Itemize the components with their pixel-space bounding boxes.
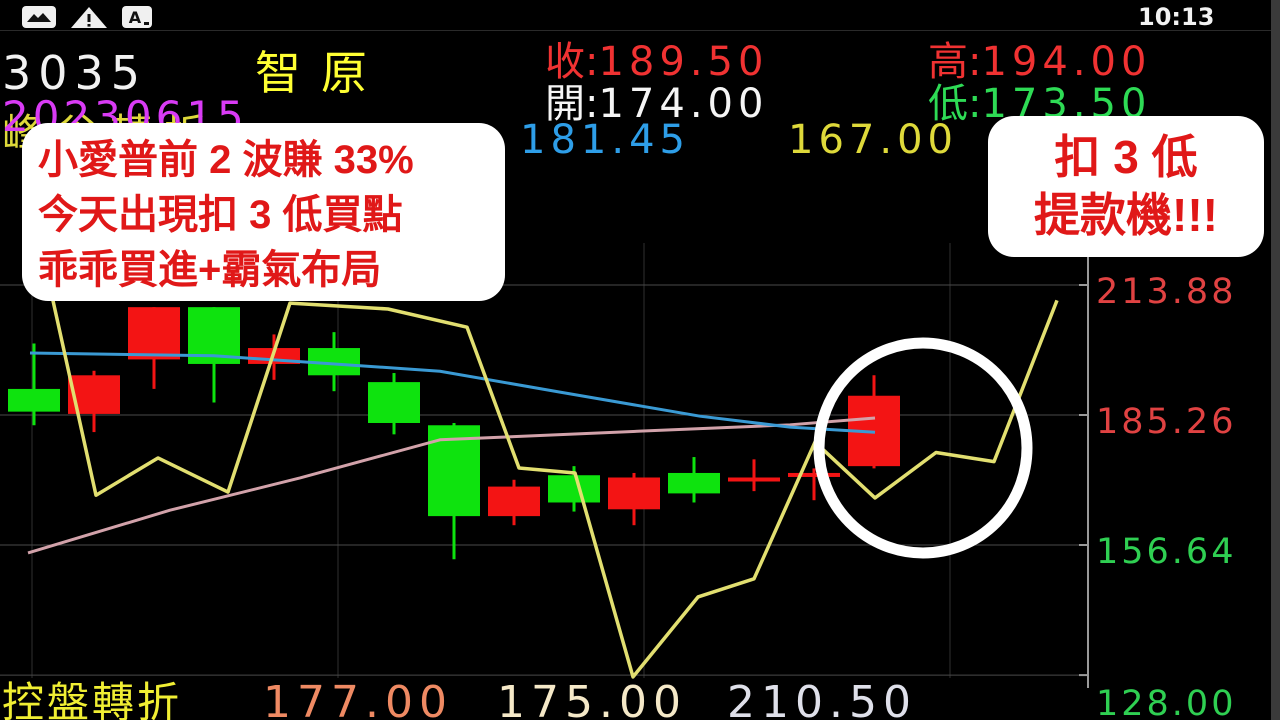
close-value: 189.50 <box>598 39 769 85</box>
clock: 10:13 <box>1138 3 1215 31</box>
annotation-line: 提款機!!! <box>1034 189 1218 241</box>
indicator-yellow-value: 167.00 <box>788 117 958 163</box>
price-axis-label: 128.00 <box>1096 684 1237 720</box>
low-label: 低: <box>928 81 982 127</box>
close-label: 收: <box>545 39 599 85</box>
open-quote: 開:174.00 <box>545 84 768 124</box>
warning-icon <box>70 6 108 34</box>
indicator-value-2: 175.00 <box>497 677 687 720</box>
annotation-line: 乖乖買進+霸氣布局 <box>38 248 382 292</box>
high-value: 194.00 <box>981 39 1152 85</box>
annotation-box-left: 小愛普前 2 波賺 33% 今天出現扣 3 低買點 乖乖買進+霸氣布局 <box>22 123 505 301</box>
status-bar: A 10:13 <box>0 0 1280 31</box>
price-axis-label: 185.26 <box>1096 402 1237 442</box>
close-quote: 收:189.50 <box>545 42 768 82</box>
price-axis-label: 156.64 <box>1096 532 1237 572</box>
indicator-blue-value: 181.45 <box>520 117 690 163</box>
open-value: 174.00 <box>598 81 769 127</box>
open-label: 開: <box>545 81 599 127</box>
indicator-value-3: 210.50 <box>727 677 917 720</box>
indicator-name: 控盤轉折 <box>2 678 183 720</box>
annotation-line: 今天出現扣 3 低買點 <box>38 193 403 237</box>
stock-name: 智原 <box>255 46 387 100</box>
annotation-line: 扣 3 低 <box>1054 131 1198 183</box>
indicator-value-1: 177.00 <box>263 677 453 720</box>
high-label: 高: <box>928 39 982 85</box>
svg-text:A: A <box>129 8 142 27</box>
annotation-line: 小愛普前 2 波賺 33% <box>38 138 414 182</box>
annotation-box-right: 扣 3 低 提款機!!! <box>988 116 1264 257</box>
stock-code: 3035 <box>2 46 148 100</box>
image-icon <box>22 6 56 33</box>
screen-bezel <box>1271 0 1280 720</box>
letter-a-icon: A <box>122 6 152 33</box>
high-quote: 高:194.00 <box>928 42 1151 82</box>
price-axis-label: 213.88 <box>1096 272 1237 312</box>
